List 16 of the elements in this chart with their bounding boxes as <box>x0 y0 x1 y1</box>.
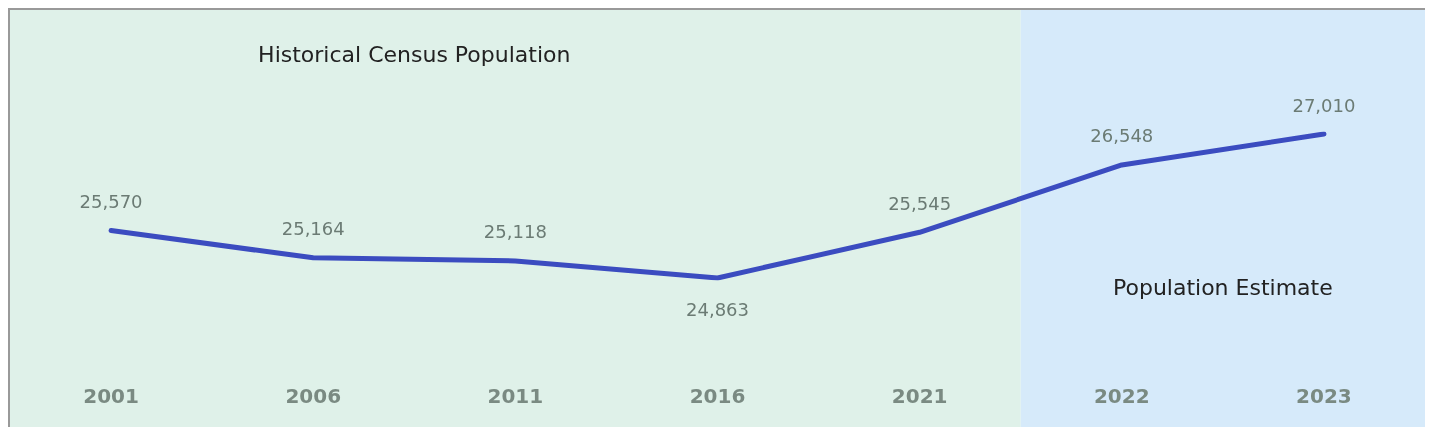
x-tick-label: 2011 <box>487 384 544 408</box>
x-tick-label: 2016 <box>689 384 746 408</box>
data-label: 25,164 <box>281 218 345 240</box>
x-tick-label: 2006 <box>285 384 342 408</box>
x-tick-label: 2001 <box>83 384 139 408</box>
data-label: 24,863 <box>686 298 749 320</box>
x-tick-label: 2021 <box>891 384 948 408</box>
band-label: Historical Census Population <box>258 41 571 67</box>
data-label: 25,545 <box>888 192 952 214</box>
data-label: 27,010 <box>1292 94 1356 116</box>
x-tick-label: 2023 <box>1296 384 1352 408</box>
x-tick-label: 2022 <box>1093 384 1150 408</box>
data-label: 25,570 <box>79 191 143 213</box>
data-label: 26,548 <box>1090 125 1154 147</box>
data-label: 25,118 <box>483 221 547 243</box>
band-label: Population Estimate <box>1112 274 1333 300</box>
